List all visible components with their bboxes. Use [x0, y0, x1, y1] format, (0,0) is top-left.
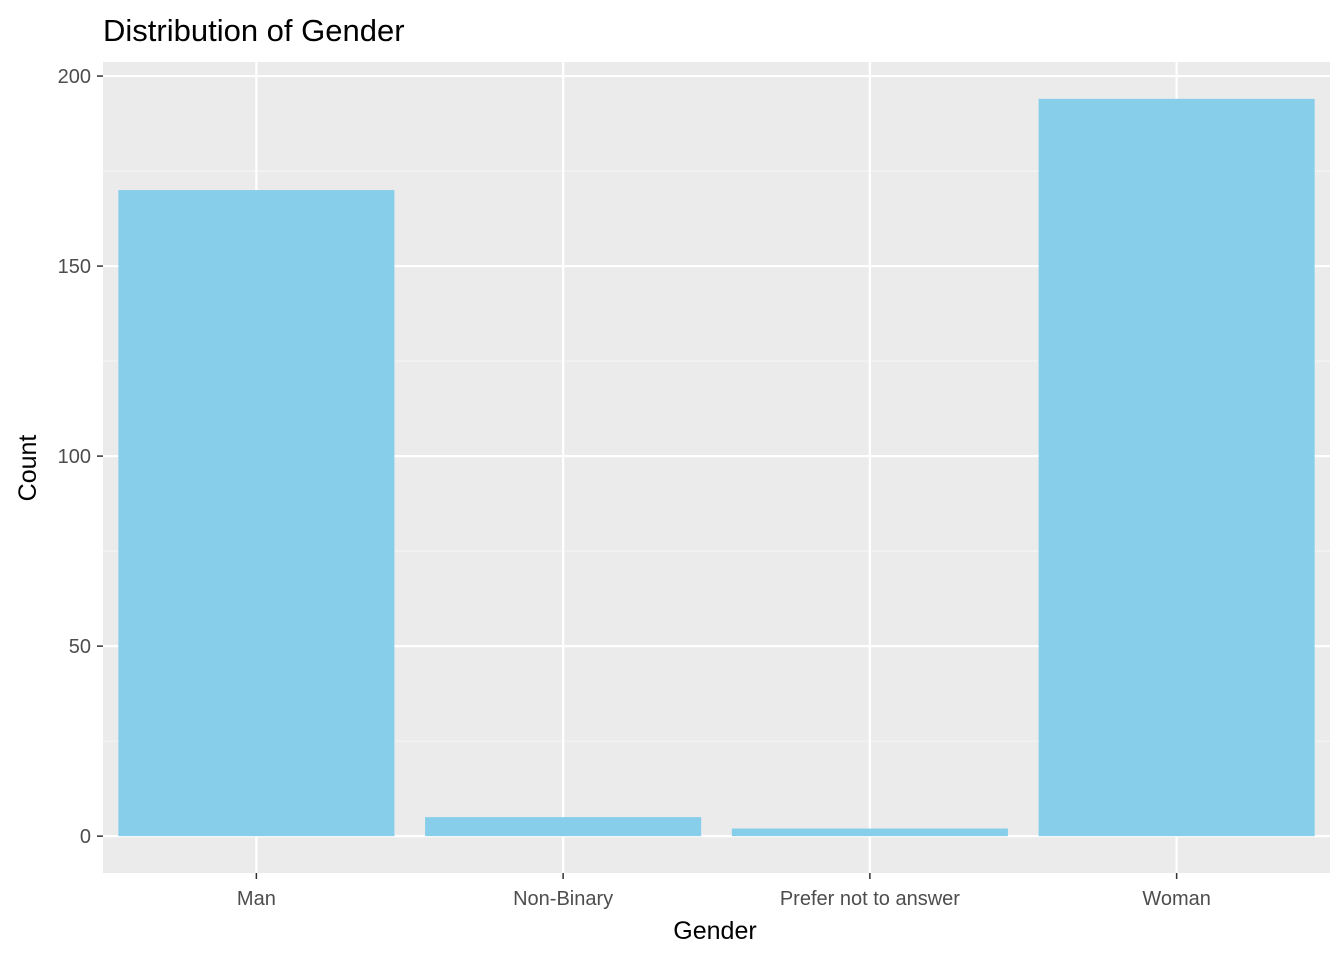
y-axis-title: Count	[14, 435, 42, 502]
y-tick-label: 100	[58, 446, 91, 468]
y-tick-label: 50	[69, 636, 91, 658]
x-axis: Man Non-Binary Prefer not to answer Woman	[237, 873, 1211, 910]
x-tick-label: Man	[237, 888, 276, 910]
y-axis: 0 50 100 150 200	[58, 66, 103, 848]
x-tick-label: Prefer not to answer	[780, 888, 960, 910]
y-tick-label: 0	[80, 826, 91, 848]
chart-title: Distribution of Gender	[103, 13, 405, 48]
x-axis-title: Gender	[673, 917, 756, 945]
bar-man	[118, 190, 395, 837]
bar-woman	[1038, 98, 1315, 837]
x-tick-label: Woman	[1142, 888, 1211, 910]
bar-prefer-not-to-answer	[731, 828, 1008, 837]
x-tick-label: Non-Binary	[513, 888, 613, 910]
bar-non-binary	[425, 817, 702, 837]
y-tick-label: 200	[58, 66, 91, 88]
y-tick-label: 150	[58, 256, 91, 278]
bars	[118, 98, 1315, 837]
